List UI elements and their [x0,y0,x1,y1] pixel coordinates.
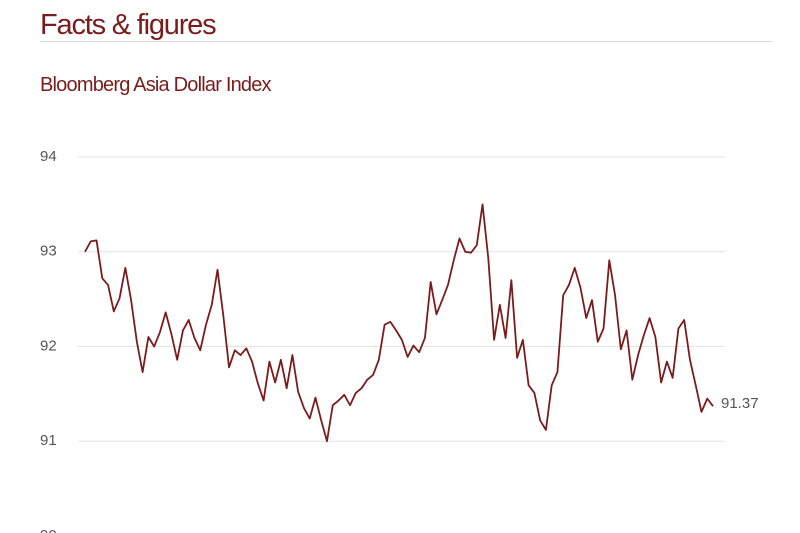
y-tick-label: 92 [40,337,57,354]
chart-title: Facts & figures [40,9,216,41]
data-line [84,203,714,443]
chart-subtitle: Bloomberg Asia Dollar Index [40,74,272,96]
y-tick-label: 91 [40,432,57,449]
y-tick-label: 90 [40,527,57,533]
y-tick-label: 94 [40,148,57,165]
y-tick-label: 93 [40,243,57,260]
value-label: 91.37 [721,395,759,412]
